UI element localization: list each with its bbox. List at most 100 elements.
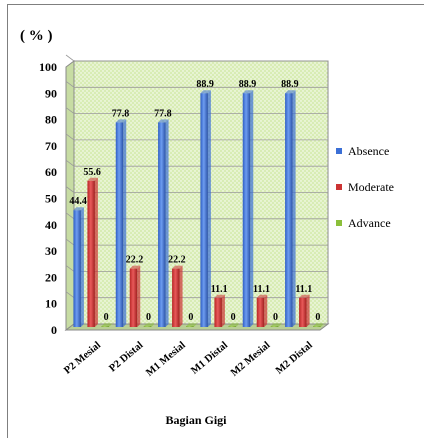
bar-absence-p2-distal [115,122,124,327]
data-label-absence-m1-mesial: 77.8 [154,108,172,119]
data-label-moderate-m1-distal: 11.1 [211,284,228,295]
bar-absence-m1-mesial-side [165,119,169,327]
bar-absence-m2-mesial-top [242,90,254,94]
bar-absence-p2-mesial-side [80,207,84,327]
bar-absence-p2-mesial [73,210,81,327]
x-category-label-m1-mesial: M1 Mesial [144,340,188,379]
bar-moderate-p2-distal-side [137,265,141,327]
bar-advance-m1-mesial [186,326,194,327]
bar-moderate-m1-distal-top [214,294,225,298]
bar-advance-m1-mesial-top [186,323,197,327]
gridline-side-60 [65,159,75,167]
data-label-absence-m1-distal: 88.9 [196,79,214,90]
x-category-label-m2-mesial: M2 Mesial [229,340,273,379]
gridline-side-50 [65,186,75,193]
bar-absence-p2-distal-top [115,119,127,123]
bar-moderate-m2-mesial-top [256,294,268,298]
bar-moderate-m1-distal [214,297,222,327]
x-category-label-m1-distal: M1 Distal [189,340,230,377]
y-tick-label-40: 40 [45,218,57,232]
gridline-side-10 [65,291,75,299]
data-label-moderate-m2-distal: 11.1 [295,284,312,295]
bar-advance-m1-distal-top [228,323,239,327]
data-label-advance-m1-distal: 0 [231,312,236,323]
data-labels: 44.4 55.6 0 77.8 22.2 0 77.8 22.2 0 88.9 11.1 0 88.9… [69,79,320,323]
bar-advance-p2-distal-top [143,323,155,327]
frame-border-top [7,4,424,5]
legend-label-advance: Advance [348,216,391,230]
bar-advance-m2-mesial-side [278,323,282,327]
bar-moderate-m1-distal-side [221,294,225,327]
y-tick-label-50: 50 [45,192,57,206]
data-label-absence-m2-mesial: 88.9 [239,79,257,90]
bar-advance-m1-distal-side [235,323,239,327]
y-tick-label-80: 80 [45,113,57,127]
bar-moderate-p2-mesial-top [87,177,98,181]
bar-absence-m1-distal-side [207,90,211,328]
legend-swatch-absence [336,148,342,154]
bar-advance-m1-distal [228,326,236,327]
gridline-side-80 [65,107,75,114]
y-tick-label-70: 70 [45,139,57,153]
frame-border-left [7,4,8,438]
y-tick-label-60: 60 [45,165,57,179]
x-category-label-p2-mesial: P2 Mesial [62,340,103,377]
bar-moderate-m2-distal-side [306,294,310,327]
bar-moderate-p2-mesial [87,180,95,327]
bar-absence-p2-mesial-top [73,207,84,211]
bar-advance-p2-distal [143,326,152,327]
gridline-side-20 [65,265,75,272]
x-category-label-p2-distal: P2 Distal [107,340,145,375]
bar-moderate-m1-mesial [172,268,180,327]
y-tick-label-30: 30 [45,244,57,258]
bar-absence-p2-distal-side [123,119,127,327]
gridline-side-70 [65,133,75,141]
bar-advance-p2-mesial-side [108,323,112,327]
bar-absence-m2-mesial-side [250,90,254,328]
gridline-side-90 [65,80,75,88]
bar-moderate-m2-distal-top [299,294,310,298]
bar-advance-m2-mesial-top [270,323,282,327]
bar-absence-m1-mesial-top [158,119,169,123]
data-label-moderate-m2-mesial: 11.1 [253,284,270,295]
data-label-advance-m2-mesial: 0 [273,312,278,323]
bar-absence-m1-mesial [158,122,166,327]
bar-moderate-p2-distal-top [129,265,141,269]
y-tick-label-100: 100 [39,60,57,74]
data-label-absence-p2-mesial: 44.4 [69,196,87,207]
bar-absence-m2-mesial [242,93,251,328]
data-label-moderate-p2-mesial: 55.6 [83,167,101,178]
bar-advance-m2-mesial [270,326,279,327]
bar-moderate-m2-distal [299,297,307,327]
data-label-advance-m1-mesial: 0 [188,312,193,323]
y-axis-ticks: 0 10 20 30 40 50 60 70 80 90 100 [39,60,57,337]
data-label-advance-p2-distal: 0 [146,312,151,323]
legend-label-moderate: Moderate [348,180,394,194]
bar-advance-m2-distal [313,326,321,327]
data-label-absence-p2-distal: 77.8 [112,108,130,119]
bar-absence-m2-distal [285,93,293,328]
data-label-advance-m2-distal: 0 [315,312,320,323]
y-tick-label-10: 10 [45,297,57,311]
bar-absence-m2-distal-top [285,90,296,94]
y-tick-label-20: 20 [45,270,57,284]
bar-advance-p2-distal-side [151,323,155,327]
gridline-side-100 [65,54,75,62]
data-label-advance-p2-mesial: 0 [104,312,109,323]
bar-moderate-m2-mesial [256,297,265,327]
bar-moderate-m1-mesial-side [179,265,183,327]
data-label-absence-m2-distal: 88.9 [281,79,299,90]
legend-swatch-moderate [336,184,342,190]
legend-label-absence: Absence [348,144,389,158]
x-axis-title: Bagian Gigi [165,413,227,427]
y-tick-label-0: 0 [51,323,57,337]
bar-absence-m1-distal [200,93,208,328]
bar-moderate-p2-distal [129,268,138,327]
bars [73,90,324,328]
gridline-side-30 [65,238,75,246]
y-tick-label-90: 90 [45,86,57,100]
bar-advance-p2-mesial-top [101,323,112,327]
legend: Absence Moderate Advance [336,144,394,230]
